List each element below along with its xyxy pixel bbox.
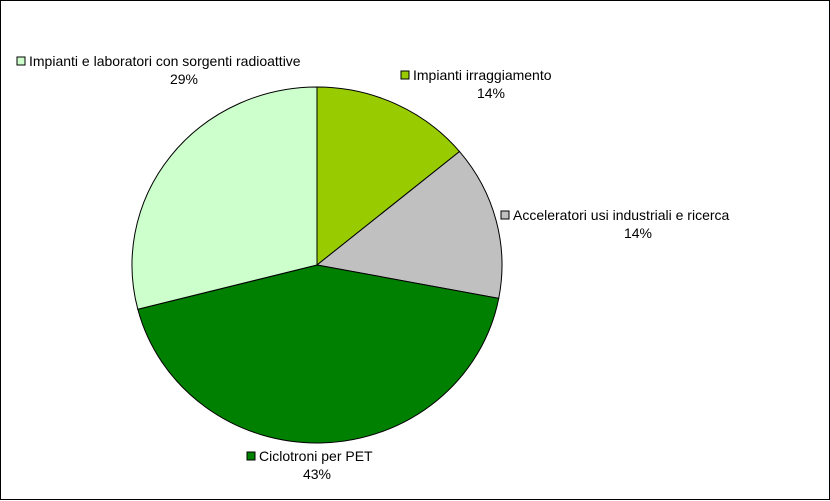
slice-percent-label: 43% <box>303 466 331 482</box>
legend-key <box>500 210 510 220</box>
slice-label: Impianti e laboratori con sorgenti radio… <box>29 53 301 69</box>
pie-slice <box>316 86 461 267</box>
slice-label: Impianti irraggiamento <box>413 67 552 83</box>
slice-percent-label: 14% <box>477 85 505 101</box>
pie-slices <box>131 86 503 444</box>
legend-key <box>16 56 26 66</box>
legend-key <box>246 451 256 461</box>
slice-labels: Impianti irraggiamento 14% Acceleratori us… <box>16 53 730 482</box>
pie-slice <box>315 150 503 299</box>
slice-percent-label: 29% <box>170 71 198 87</box>
slice-percent-label: 14% <box>624 225 652 241</box>
slice-label: Acceleratori usi industriali e ricerca <box>513 207 730 223</box>
pie-slice <box>131 86 318 310</box>
slice-label: Ciclotroni per PET <box>259 448 373 464</box>
pie-slice <box>137 264 500 444</box>
legend-key <box>400 70 410 80</box>
